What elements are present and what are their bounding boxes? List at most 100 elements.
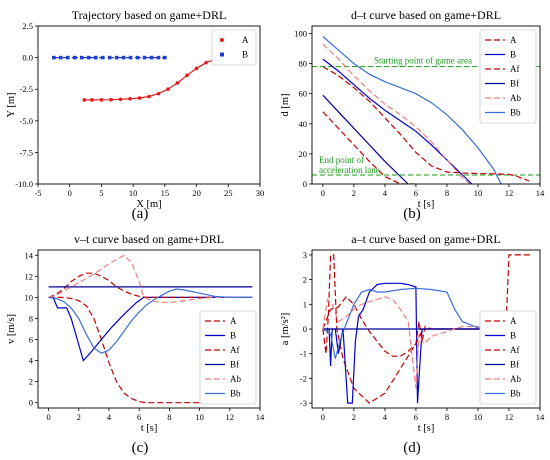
legend-label-A: A bbox=[230, 316, 237, 326]
panel-label-b: (b) bbox=[403, 206, 421, 222]
y-axis-label-c: v [m/s] bbox=[6, 314, 17, 344]
data-point-A bbox=[99, 98, 104, 102]
plot-area-c bbox=[48, 254, 253, 404]
y-tick-label-c: 10 bbox=[25, 292, 34, 302]
y-tick-label-a: -10.0 bbox=[15, 179, 33, 189]
data-point-B bbox=[107, 55, 112, 60]
x-tick-label-a: 10 bbox=[129, 188, 138, 198]
y-tick-label-d: 3 bbox=[303, 250, 307, 260]
legend-a bbox=[211, 29, 257, 66]
legend-label-Bf: Bf bbox=[510, 360, 519, 370]
legend-label-A: A bbox=[510, 35, 517, 45]
legend-label-B: B bbox=[510, 331, 516, 341]
y-axis-label-d: a [m/s²] bbox=[280, 313, 291, 346]
panel-b: d–t curve based on game+DRL 0 2 4 6 8 10 12 14 0 2… bbox=[280, 8, 545, 222]
y-tick-label-d: 1 bbox=[303, 299, 307, 309]
legend-d bbox=[479, 310, 537, 405]
legend-label-Bb: Bb bbox=[510, 389, 521, 399]
y-tick-label-c: 12 bbox=[25, 271, 34, 281]
legend-b bbox=[479, 29, 537, 124]
x-tick-label-c: 4 bbox=[107, 412, 112, 422]
series-line-c-B bbox=[48, 296, 253, 362]
data-point-A bbox=[137, 96, 142, 100]
legend-label-Af: Af bbox=[510, 345, 520, 355]
legend-label-Bf: Bf bbox=[510, 79, 519, 89]
data-point-A bbox=[109, 97, 113, 102]
x-tick-label-d: 4 bbox=[383, 412, 388, 422]
x-axis-label-a: X [m] bbox=[136, 199, 161, 210]
data-point-B bbox=[142, 55, 147, 60]
y-tick-label-d: 2 bbox=[303, 275, 307, 285]
chart-title-a: Trajectory based on game+DRL bbox=[72, 8, 227, 22]
legend-marker-B bbox=[220, 52, 224, 57]
x-tick-label-a: -5 bbox=[34, 188, 41, 198]
x-tick-label-c: 8 bbox=[167, 412, 171, 422]
annotation-game-start: Starting point of game area bbox=[374, 56, 472, 66]
data-point-A bbox=[147, 94, 151, 99]
x-tick-label-b: 14 bbox=[536, 188, 545, 198]
data-point-B bbox=[86, 55, 91, 60]
y-tick-label-a: -2.5 bbox=[20, 84, 33, 94]
x-tick-label-c: 12 bbox=[226, 412, 235, 422]
y-tick-label-a: -7.5 bbox=[20, 147, 33, 157]
data-point-B bbox=[149, 55, 154, 60]
x-tick-label-b: 8 bbox=[445, 188, 449, 198]
data-point-B bbox=[72, 55, 77, 60]
y-tick-label-d: -3 bbox=[300, 398, 307, 408]
series-line-b-A bbox=[322, 66, 530, 182]
y-tick-label-c: 14 bbox=[25, 250, 34, 260]
legend-marker-A bbox=[220, 38, 224, 42]
data-point-B bbox=[114, 55, 119, 60]
y-tick-label-c: 6 bbox=[29, 335, 33, 345]
plot-area-d bbox=[322, 254, 533, 404]
panel-label-c: (c) bbox=[132, 440, 149, 456]
x-tick-label-d: 6 bbox=[414, 412, 418, 422]
annotation-accel-end: acceleration lane bbox=[319, 165, 380, 175]
y-tick-label-b: 40 bbox=[299, 119, 308, 129]
chart-title-c: v–t curve based on game+DRL bbox=[74, 232, 224, 246]
y-tick-label-d: -1 bbox=[300, 349, 307, 359]
legend-label-Af: Af bbox=[230, 345, 240, 355]
data-point-A bbox=[166, 87, 170, 91]
panel-label-d: (d) bbox=[403, 440, 421, 456]
data-point-A bbox=[194, 66, 199, 71]
data-point-B bbox=[79, 55, 84, 60]
series-line-b-B bbox=[322, 58, 473, 184]
data-point-B bbox=[93, 55, 98, 60]
y-tick-label-a: 0.0 bbox=[22, 53, 33, 63]
y-tick-label-b: 0 bbox=[303, 179, 307, 189]
legend-label-A: A bbox=[510, 316, 517, 326]
data-point-A bbox=[156, 91, 161, 96]
y-tick-label-b: 60 bbox=[299, 89, 308, 99]
y-tick-label-b: 80 bbox=[299, 59, 308, 69]
y-tick-label-a: 2.5 bbox=[22, 21, 33, 31]
axes-frame-a bbox=[37, 25, 261, 185]
series-line-c-Bb bbox=[48, 288, 253, 354]
panel-c: v–t curve based on game+DRL 0 2 4 6 8 10 12 14 0 2… bbox=[6, 232, 265, 456]
x-tick-label-a: 15 bbox=[161, 188, 170, 198]
data-point-B bbox=[128, 55, 133, 60]
series-line-b-Ab bbox=[322, 43, 471, 184]
x-tick-label-a: 5 bbox=[99, 188, 103, 198]
legend-label-Bf: Bf bbox=[230, 360, 239, 370]
x-tick-label-a: 25 bbox=[224, 188, 233, 198]
x-tick-label-c: 10 bbox=[195, 412, 204, 422]
panel-a: Trajectory based on game+DRL -5 0 5 10 15 20 25… bbox=[6, 8, 264, 222]
x-axis-label-c: t [s] bbox=[141, 423, 158, 434]
x-tick-label-b: 0 bbox=[321, 188, 325, 198]
data-point-A bbox=[204, 60, 208, 65]
legend-label-Ab: Ab bbox=[230, 374, 241, 384]
data-point-B bbox=[121, 55, 126, 60]
legend-label-Bb: Bb bbox=[510, 108, 521, 118]
legend-label-B: B bbox=[230, 331, 236, 341]
legend-label-Ab: Ab bbox=[510, 93, 521, 103]
series-line-c-Ab bbox=[48, 254, 253, 304]
plot-area-a bbox=[52, 54, 237, 102]
x-tick-label-c: 2 bbox=[77, 412, 81, 422]
data-point-A bbox=[175, 81, 180, 85]
x-tick-label-c: 0 bbox=[46, 412, 50, 422]
y-tick-label-c: 8 bbox=[29, 313, 33, 323]
data-point-A bbox=[118, 97, 123, 102]
